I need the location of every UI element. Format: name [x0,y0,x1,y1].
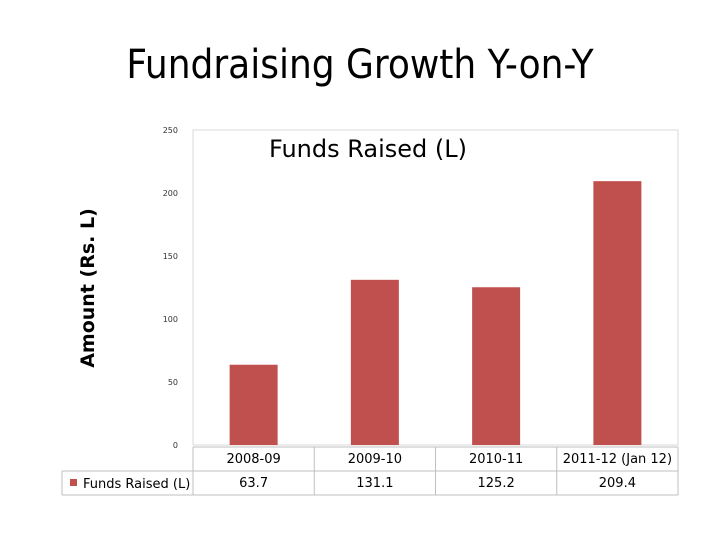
x-tick-label: 2010-11 [469,452,523,467]
x-tick-label: 2008-09 [226,452,280,467]
data-label: 209.4 [599,476,636,491]
chart-title: Funds Raised (L) [269,135,467,163]
data-label: 131.1 [356,476,393,491]
legend-key [70,479,77,486]
y-tick-label: 50 [168,378,178,387]
x-tick-label: 2009-10 [348,452,402,467]
data-label: 63.7 [239,476,268,491]
bar [472,287,521,445]
plot-area-border [192,129,679,446]
y-tick-label: 150 [163,252,178,261]
y-tick-label: 100 [163,315,178,324]
y-tick-label: 250 [163,126,178,135]
bar [350,279,399,445]
bar [593,181,642,445]
slide-title: Fundraising Growth Y-on-Y [126,42,594,88]
legend-label: Funds Raised (L) [83,477,190,492]
y-tick-label: 0 [173,441,178,450]
data-label: 125.2 [478,476,515,491]
bar [229,364,278,445]
x-tick-label: 2011-12 (Jan 12) [563,452,672,467]
y-tick-label: 200 [163,189,178,198]
